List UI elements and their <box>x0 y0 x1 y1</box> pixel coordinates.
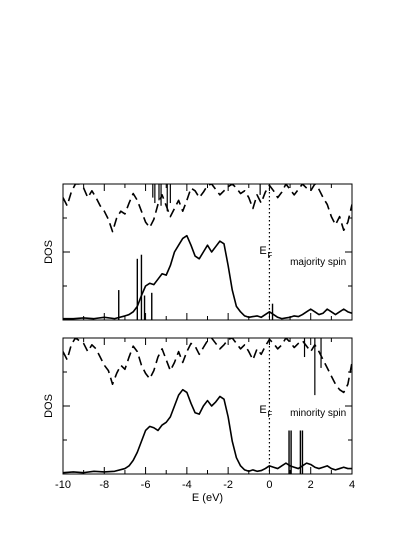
y-axis-label: DOS <box>43 394 55 418</box>
plot-frame <box>62 183 353 321</box>
solid-dos-curve <box>63 388 352 474</box>
x-tick-label: -4 <box>182 479 192 491</box>
y-axis-label: DOS <box>43 240 55 264</box>
spin-annotation: majority spin <box>290 257 346 268</box>
x-tick-label: -2 <box>223 479 233 491</box>
fermi-label-subscript: F <box>267 410 272 419</box>
x-tick-label: -6 <box>141 479 151 491</box>
fermi-label: E <box>259 245 266 257</box>
spin-annotation: minority spin <box>290 408 346 419</box>
x-tick-label: 4 <box>349 479 355 491</box>
plot-frame <box>62 337 353 475</box>
x-axis-label: E (eV) <box>192 492 223 504</box>
dashed-dos-curve <box>63 184 352 233</box>
dashed-dos-curve <box>63 338 352 394</box>
x-tick-label: -10 <box>55 479 71 491</box>
x-tick-label: -8 <box>99 479 109 491</box>
fermi-label: E <box>259 404 266 416</box>
fermi-label-subscript: F <box>267 251 272 260</box>
x-tick-label: 2 <box>308 479 314 491</box>
x-tick-label: 0 <box>266 479 272 491</box>
solid-dos-curve <box>63 234 352 320</box>
